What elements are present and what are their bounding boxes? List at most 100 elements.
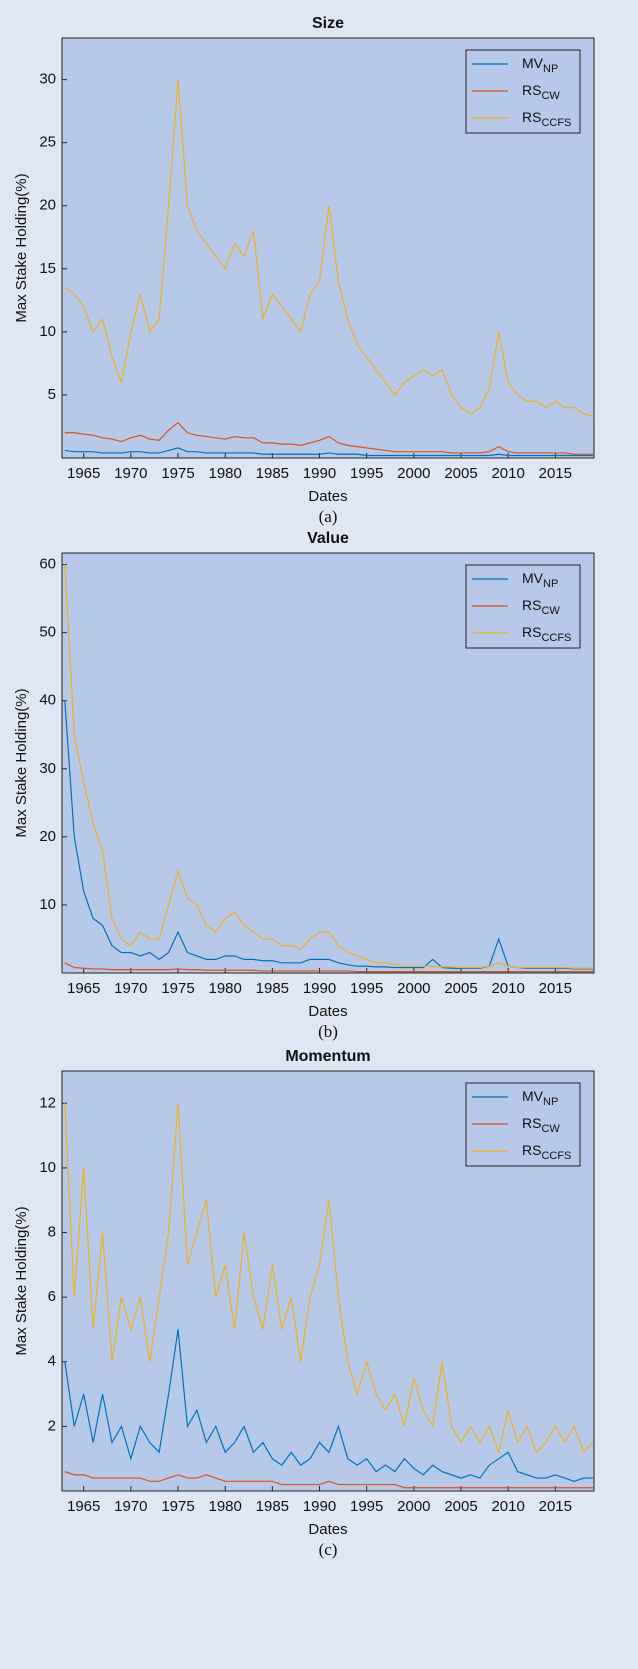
legend-subscript: CW: [541, 1123, 560, 1135]
y-axis-label: Max Stake Holding(%): [13, 173, 30, 322]
legend-label: RSCW: [522, 1115, 560, 1135]
legend-subscript: NP: [543, 1096, 558, 1108]
legend-label: RSCCFS: [522, 624, 571, 644]
legend-subscript: CCFS: [541, 632, 571, 644]
x-tick-label: 2005: [444, 1498, 477, 1515]
legend-subscript: CCFS: [541, 1150, 571, 1162]
y-tick-label: 4: [48, 1353, 56, 1370]
legend-label: RSCW: [522, 82, 560, 102]
y-tick-label: 30: [39, 760, 56, 777]
legend-name: RS: [522, 82, 541, 98]
x-tick-label: 1990: [303, 1498, 336, 1515]
x-tick-label: 1995: [350, 1498, 383, 1515]
legend-name: RS: [522, 597, 541, 613]
caption: (c): [319, 1540, 338, 1559]
x-tick-label: 1965: [67, 465, 100, 482]
y-tick-label: 10: [39, 1159, 56, 1176]
legend-subscript: NP: [543, 63, 558, 75]
legend-name: RS: [522, 109, 541, 125]
legend-subscript: CCFS: [541, 117, 571, 129]
legend-label: RSCCFS: [522, 1142, 571, 1162]
x-tick-label: 1995: [350, 980, 383, 997]
x-axis-label: Dates: [308, 1521, 347, 1538]
x-tick-label: 1985: [256, 1498, 289, 1515]
x-tick-label: 2010: [491, 980, 524, 997]
x-tick-label: 1975: [161, 1498, 194, 1515]
x-tick-label: 1990: [303, 980, 336, 997]
y-tick-label: 30: [39, 71, 56, 88]
legend-label: MVNP: [522, 570, 558, 590]
x-tick-label: 1980: [208, 1498, 241, 1515]
x-tick-label: 1995: [350, 465, 383, 482]
legend-subscript: CW: [541, 90, 560, 102]
x-tick-label: 1985: [256, 465, 289, 482]
x-tick-label: 1985: [256, 980, 289, 997]
x-tick-label: 2005: [444, 465, 477, 482]
y-tick-label: 2: [48, 1417, 56, 1434]
x-tick-label: 2010: [491, 465, 524, 482]
legend-name: RS: [522, 624, 541, 640]
x-axis-label: Dates: [308, 488, 347, 505]
y-tick-label: 25: [39, 134, 56, 151]
caption: (a): [319, 507, 338, 526]
data-line: [64, 700, 594, 970]
x-axis-label: Dates: [308, 1003, 347, 1020]
x-tick-label: 1970: [114, 465, 147, 482]
legend-name: MV: [522, 55, 544, 71]
chart-title: Size: [312, 15, 344, 32]
x-tick-label: 1990: [303, 465, 336, 482]
chart-title: Momentum: [285, 1048, 370, 1065]
legend-name: RS: [522, 1142, 541, 1158]
legend-label: MVNP: [522, 55, 558, 75]
data-line: [64, 962, 594, 973]
x-tick-label: 1965: [67, 1498, 100, 1515]
y-tick-label: 10: [39, 896, 56, 913]
y-tick-label: 5: [48, 386, 56, 403]
axes-frame: [61, 552, 595, 974]
x-tick-label: 1980: [208, 465, 241, 482]
x-tick-label: 2000: [397, 465, 430, 482]
y-tick-label: 20: [39, 828, 56, 845]
y-tick-label: 10: [39, 323, 56, 340]
legend-name: MV: [522, 570, 544, 586]
data-line: [64, 79, 594, 417]
x-tick-label: 1980: [208, 980, 241, 997]
legend-name: MV: [522, 1088, 544, 1104]
x-tick-label: 1975: [161, 465, 194, 482]
axes-frame: [61, 37, 595, 459]
y-tick-label: 20: [39, 197, 56, 214]
data-line: [64, 421, 594, 455]
data-line: [64, 1103, 594, 1455]
y-tick-label: 40: [39, 692, 56, 709]
y-tick-label: 60: [39, 556, 56, 573]
x-tick-label: 1965: [67, 980, 100, 997]
caption: (b): [318, 1022, 338, 1041]
x-tick-label: 1970: [114, 980, 147, 997]
legend-subscript: NP: [543, 578, 558, 590]
axes-frame: [61, 1070, 595, 1492]
y-tick-label: 50: [39, 624, 56, 641]
data-line: [64, 447, 594, 457]
x-tick-label: 2015: [539, 465, 572, 482]
data-line: [64, 1471, 594, 1489]
legend-name: RS: [522, 1115, 541, 1131]
x-tick-label: 2015: [539, 980, 572, 997]
y-axis-label: Max Stake Holding(%): [13, 1206, 30, 1355]
x-tick-label: 2000: [397, 1498, 430, 1515]
y-tick-label: 15: [39, 260, 56, 277]
y-tick-label: 6: [48, 1288, 56, 1305]
x-tick-label: 2005: [444, 980, 477, 997]
x-tick-label: 1975: [161, 980, 194, 997]
legend-subscript: CW: [541, 605, 560, 617]
y-tick-label: 8: [48, 1224, 56, 1241]
data-line: [64, 1329, 594, 1482]
legend-label: MVNP: [522, 1088, 558, 1108]
x-tick-label: 2000: [397, 980, 430, 997]
x-tick-label: 2015: [539, 1498, 572, 1515]
y-tick-label: 12: [39, 1094, 56, 1111]
legend-label: RSCW: [522, 597, 560, 617]
legend-label: RSCCFS: [522, 109, 571, 129]
x-tick-label: 1970: [114, 1498, 147, 1515]
y-axis-label: Max Stake Holding(%): [13, 688, 30, 837]
